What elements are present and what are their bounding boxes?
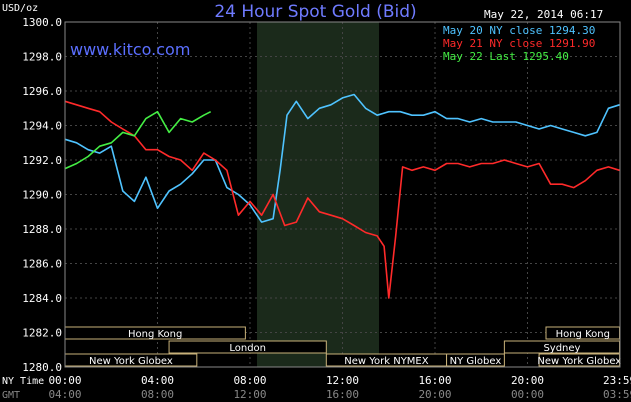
session-bar [168,340,327,354]
session-label: London [229,343,266,354]
y-axis-ticks: 1280.0 1282.0 1284.0 1286.0 1288.0 1290.0 1292… [22,16,62,374]
y-tick-label: 1288.0 [22,223,62,236]
x-tick-label-ny: 20:00 [511,374,544,387]
y-tick-label: 1284.0 [22,292,62,305]
timestamp: May 22, 2014 06:17 [484,8,604,21]
session-label: New York Globex [537,356,621,367]
y-axis-unit: USD/oz [2,3,39,14]
x-tick-label-ny: 08:00 [233,374,266,387]
y-tick-label: 1290.0 [22,189,62,202]
y-tick-label: 1292.0 [22,154,62,167]
y-tick-label: 1294.0 [22,120,62,133]
legend-may22: May 22 Last 1295.40 [443,50,569,63]
ny-time-label: NY Time [2,376,44,387]
x-tick-label-ny: 16:00 [418,374,451,387]
gmt-label: GMT [2,390,20,401]
x-axis-ticks: 00:0004:0004:0008:0008:0012:0012:0016:00… [2,374,631,401]
x-tick-label-ny: 04:00 [141,374,174,387]
x-tick-label-gmt: 12:00 [233,388,266,401]
y-tick-label: 1282.0 [22,327,62,340]
x-tick-label-gmt: 20:00 [418,388,451,401]
y-tick-label: 1298.0 [22,51,62,64]
session-label: Hong Kong [556,329,610,340]
market-sessions: Hong Kong Hong Kong Sydney London New York G… [64,326,621,367]
x-tick-label-ny: 12:00 [326,374,359,387]
session-label: NY Globex [450,356,502,367]
y-tick-label: 1300.0 [22,16,62,29]
session-label: Sydney [543,343,580,354]
x-tick-label-gmt: 03:59 [603,388,631,401]
x-tick-label-gmt: 08:00 [141,388,174,401]
y-tick-label: 1286.0 [22,258,62,271]
plot-border [64,21,621,368]
series-lines [64,93,620,299]
series-line [64,93,620,223]
session-bar [446,353,505,367]
session-label: New York NYMEX [344,356,429,367]
kitco-link[interactable]: www.kitco.com [70,40,191,59]
x-tick-label-gmt: 04:00 [48,388,81,401]
legend-may21: May 21 NY close 1291.90 [443,37,596,50]
legend-may20: May 20 NY close 1294.30 [443,24,596,37]
y-tick-label: 1296.0 [22,85,62,98]
session-label: New York Globex [89,356,173,367]
x-tick-label-gmt: 00:00 [511,388,544,401]
chart-title: 24 Hour Spot Gold (Bid) [214,2,417,22]
x-tick-label-gmt: 16:00 [326,388,359,401]
series-line [64,100,620,299]
x-tick-label-ny: 23:59 [603,374,631,387]
x-tick-label-ny: 00:00 [48,374,81,387]
series-line [64,110,212,170]
session-label: Hong Kong [128,329,182,340]
y-tick-label: 1280.0 [22,361,62,374]
